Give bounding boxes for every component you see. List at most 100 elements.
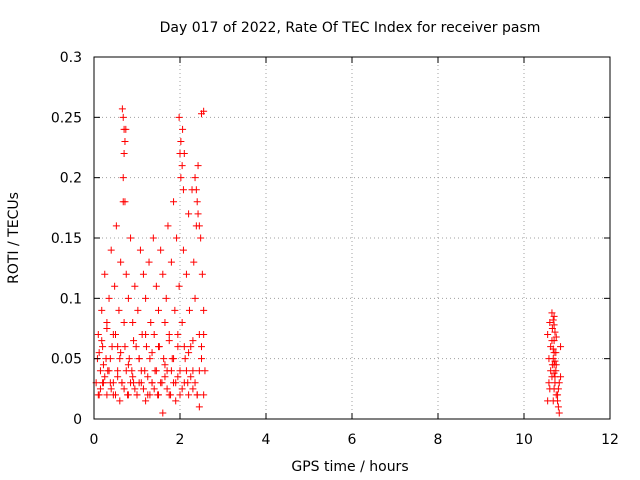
x-tick-label: 8 — [434, 432, 443, 448]
data-point — [135, 355, 143, 363]
data-point — [175, 113, 183, 121]
data-point — [544, 331, 552, 339]
data-point — [118, 379, 126, 387]
data-point — [161, 361, 169, 369]
x-tick-label: 6 — [348, 432, 357, 448]
data-point — [557, 343, 565, 351]
data-point — [552, 349, 560, 357]
data-point — [124, 361, 132, 369]
chart-title: Day 017 of 2022, Rate Of TEC Index for r… — [160, 20, 541, 36]
data-point — [550, 385, 558, 393]
data-point — [178, 385, 186, 393]
data-point — [550, 369, 558, 377]
data-point — [142, 294, 150, 302]
data-point — [131, 282, 139, 290]
data-point — [125, 355, 133, 363]
data-point — [106, 355, 114, 363]
data-point — [119, 113, 127, 121]
data-point — [111, 282, 119, 290]
data-point — [179, 186, 187, 194]
data-point — [96, 367, 104, 375]
data-point — [152, 282, 160, 290]
data-point — [200, 306, 208, 314]
data-point — [176, 391, 184, 399]
data-point — [193, 198, 201, 206]
data-point — [171, 306, 179, 314]
data-point — [120, 150, 128, 158]
data-point — [548, 325, 556, 332]
data-point — [120, 385, 128, 393]
data-point — [122, 367, 130, 375]
data-point — [119, 174, 127, 182]
data-point — [550, 337, 558, 345]
data-point — [178, 318, 186, 326]
data-point — [551, 373, 559, 381]
data-point — [147, 318, 155, 326]
data-point — [135, 379, 143, 387]
data-point — [114, 367, 122, 375]
x-tick-labels: 0 2 4 6 8 10 12 — [90, 432, 619, 448]
data-point — [548, 361, 556, 369]
data-point — [198, 343, 205, 351]
data-point — [162, 294, 170, 302]
data-point — [164, 222, 172, 230]
data-point — [131, 385, 139, 393]
data-point — [170, 379, 178, 387]
data-point — [115, 306, 123, 314]
data-point — [549, 316, 557, 324]
data-point — [121, 198, 129, 206]
data-point — [129, 373, 137, 381]
data-point — [103, 318, 111, 326]
data-point — [551, 328, 559, 336]
data-point — [182, 367, 190, 375]
data-point — [174, 373, 182, 381]
data-point — [179, 246, 187, 254]
data-point — [165, 337, 173, 345]
data-point — [180, 379, 188, 387]
data-point — [148, 349, 156, 357]
data-point — [116, 397, 124, 405]
data-point — [107, 246, 115, 254]
data-point — [548, 309, 556, 317]
x-tick-label: 2 — [176, 432, 185, 448]
data-point — [132, 343, 140, 351]
data-point — [96, 385, 104, 393]
data-point — [103, 325, 111, 332]
data-point — [549, 345, 557, 353]
data-point — [174, 331, 182, 339]
data-point — [189, 337, 197, 345]
data-point — [146, 355, 154, 363]
data-point — [545, 355, 553, 363]
data-point — [185, 391, 193, 399]
data-point — [197, 234, 205, 242]
data-point — [105, 367, 113, 375]
data-point — [193, 391, 201, 399]
data-point — [170, 198, 178, 206]
data-point — [114, 343, 122, 351]
data-point — [167, 367, 175, 375]
data-point — [122, 125, 130, 133]
data-point — [150, 331, 158, 339]
data-point — [155, 343, 162, 351]
data-point — [142, 397, 150, 405]
data-point — [189, 367, 197, 375]
data-point — [98, 337, 106, 345]
data-point — [176, 367, 184, 375]
data-point — [124, 391, 132, 399]
data-point — [195, 367, 203, 375]
data-point — [150, 385, 158, 393]
data-point — [172, 397, 180, 405]
y-tick-label: 0.05 — [51, 352, 82, 368]
data-point — [127, 379, 135, 387]
y-axis-label: ROTI / TECUs — [6, 192, 22, 284]
data-point — [112, 391, 119, 399]
data-point — [185, 306, 193, 314]
data-point — [127, 234, 135, 242]
data-point — [185, 349, 193, 357]
data-point — [122, 270, 130, 278]
data-point — [200, 391, 208, 399]
y-tick-label: 0.2 — [60, 171, 82, 187]
data-point — [139, 385, 147, 393]
data-point — [139, 270, 147, 278]
